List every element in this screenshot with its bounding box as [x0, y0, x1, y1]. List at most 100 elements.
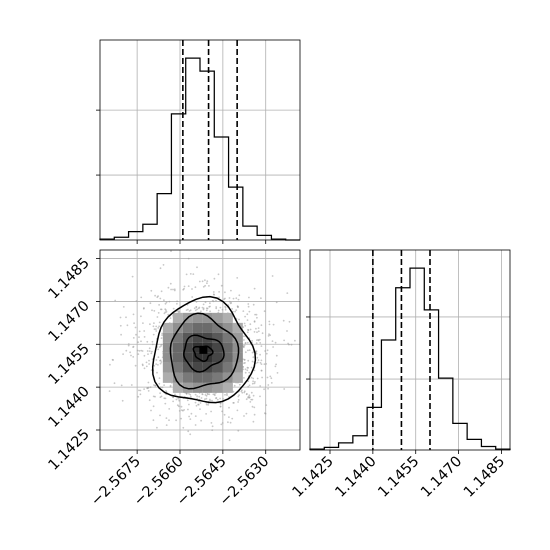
scatter-point [140, 296, 143, 299]
y-hist-bin-7 [410, 268, 424, 450]
scatter-point [120, 384, 123, 387]
scatter-point [159, 297, 162, 300]
scatter-point [255, 327, 257, 330]
scatter-point [180, 405, 183, 408]
scatter-point [247, 303, 250, 305]
scatter-point [195, 301, 198, 303]
scatter-point [157, 348, 160, 351]
x-histogram-bars [99, 57, 300, 241]
scatter-point [286, 292, 289, 294]
scatter-point [189, 433, 192, 436]
scatter-point [268, 320, 271, 323]
scatter-point [276, 372, 279, 374]
scatter-point [218, 291, 221, 293]
scatter-point [141, 350, 144, 352]
scatter-point [121, 399, 124, 402]
scatter-point [269, 334, 271, 337]
scatter-point [131, 275, 134, 278]
density-cell [212, 342, 223, 353]
density-cell [202, 382, 213, 393]
scatter-point [108, 390, 111, 392]
density-cell [162, 362, 173, 373]
density-cell [212, 382, 223, 393]
scatter-point [227, 421, 229, 424]
scatter-point [275, 354, 278, 357]
scatter-point [246, 366, 249, 369]
scatter-point [247, 349, 249, 352]
scatter-point [109, 363, 111, 366]
y-hist-step-outline [309, 267, 511, 450]
scatter-point [169, 317, 172, 319]
scatter-point [252, 356, 255, 359]
x-hist-bin-4 [157, 194, 171, 240]
scatter-point [139, 389, 142, 392]
scatter-point [146, 340, 149, 343]
density-cell [222, 352, 233, 363]
scatter-point [248, 310, 251, 313]
scatter-point [216, 398, 219, 401]
scatter-point [255, 350, 258, 353]
scatter-point [149, 386, 152, 389]
scatter-point [267, 384, 270, 386]
scatter-point [237, 306, 239, 309]
scatter-point [160, 337, 163, 339]
scatter-point [157, 312, 160, 314]
scatter-point [147, 353, 149, 355]
scatter-point [137, 341, 140, 344]
scatter-point [111, 358, 114, 361]
scatter-point [251, 339, 254, 342]
y-tick-label-4: 1.1485 [46, 255, 93, 302]
scatter-point [238, 318, 240, 321]
scatter-point [244, 351, 247, 354]
scatter-point [187, 285, 190, 287]
scatter-point [246, 369, 249, 372]
scatter-point [263, 310, 266, 313]
scatter-point [161, 334, 164, 336]
scatter-point [209, 302, 211, 305]
scatter-point [156, 296, 159, 299]
scatter-point [286, 330, 288, 332]
scatter-point [206, 393, 209, 395]
scatter-point [194, 393, 197, 396]
scatter-point [265, 363, 268, 365]
scatter-point [156, 426, 158, 429]
scatter-point [157, 327, 160, 329]
scatter-point [132, 346, 135, 348]
scatter-point [221, 410, 224, 413]
scatter-point [177, 397, 180, 400]
scatter-point [141, 364, 144, 367]
scatter-point [164, 402, 167, 405]
density-peak [199, 345, 208, 354]
y-tick-label-2: 1.1455 [46, 341, 93, 388]
scatter-point [271, 340, 274, 342]
density-cell [232, 332, 243, 343]
scatter-point [138, 336, 140, 338]
scatter-point [143, 336, 146, 338]
scatter-point [192, 273, 195, 275]
scatter-point [158, 321, 161, 324]
scatter-point [211, 425, 214, 428]
scatter-point [155, 330, 158, 332]
scatter-point [143, 367, 146, 370]
scatter-point [223, 413, 226, 416]
density-cell [182, 352, 193, 363]
density-cell [202, 342, 213, 353]
scatter-point [196, 397, 199, 400]
scatter-point [208, 393, 211, 396]
scatter-point [215, 299, 217, 302]
scatter-point [185, 392, 188, 395]
scatter-point [238, 294, 241, 297]
scatter-point [250, 366, 253, 369]
density-cell [212, 312, 223, 323]
scatter-point [259, 353, 261, 356]
scatter-point [224, 291, 226, 294]
scatter-point [200, 419, 203, 422]
y2-tick-label-0: 1.1425 [290, 454, 337, 501]
scatter-point [212, 300, 215, 303]
scatter-point [266, 349, 269, 352]
scatter-point [237, 429, 240, 432]
scatter-point [248, 384, 251, 387]
scatter-point [258, 338, 261, 341]
scatter-point [188, 310, 191, 312]
scatter-point [178, 399, 181, 402]
